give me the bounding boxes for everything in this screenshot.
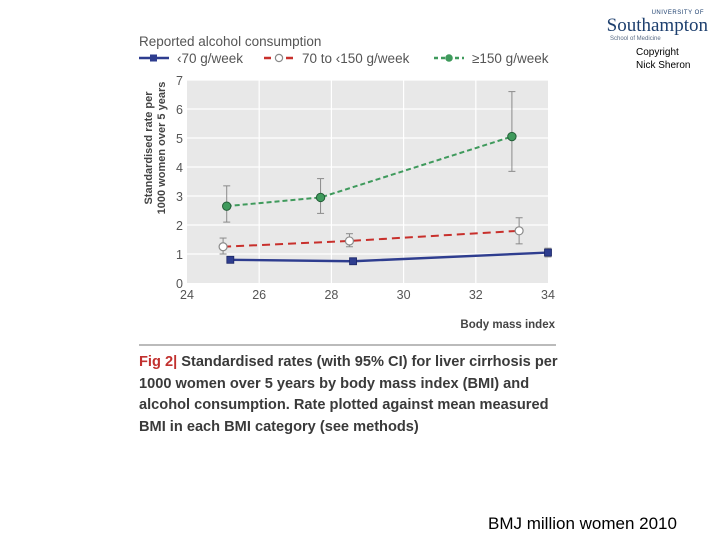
figure-caption: Fig 2| Standardised rates (with 95% CI) … [139,352,559,438]
copyright-line-1: Copyright [636,47,679,58]
logo-university-of: UNIVERSITY OF [651,10,704,16]
x-tick-label: 24 [180,288,194,302]
data-point [514,226,524,236]
y-tick-label: 3 [176,190,183,204]
source-note: BMJ million women 2010 [488,514,677,533]
data-point [222,201,232,211]
copyright-notice: Copyright Nick Sheron [636,46,690,72]
logo-name: Southampton [606,15,708,36]
y-tick-label: 0 [176,277,183,291]
y-axis-label-line-2: 1000 women over 5 years [156,82,168,215]
x-tick-label: 26 [252,288,266,302]
legend-label: ‹70 g/week [177,51,243,66]
x-tick-label: 28 [324,288,338,302]
chart-title: Reported alcohol consumption [139,34,321,49]
x-tick-label: 32 [469,288,483,302]
data-point [344,236,355,246]
y-tick-label: 5 [176,132,183,146]
logo-school: School of Medicine [610,36,661,42]
x-axis-label: Body mass index [460,319,555,331]
figure-label-separator: | [173,354,178,370]
x-tick-label: 30 [397,288,411,302]
legend-marker [274,53,284,63]
legend-label: 70 to ‹150 g/week [302,51,410,66]
y-tick-label: 2 [176,219,183,233]
data-point [218,242,228,252]
series-line [223,229,520,248]
y-axis-label-line-1: Standardised rate per [143,91,155,205]
copyright-line-2: Nick Sheron [636,60,691,71]
figure-label: Fig 2 [139,354,174,370]
legend: ‹70 g/week 70 to ‹150 g/week ≥150 g/week [139,51,549,66]
x-tick-label: 34 [541,288,555,302]
plot-background [187,80,548,283]
y-tick-label: 6 [176,103,183,117]
data-point [507,131,517,142]
data-point [315,192,326,203]
y-tick-label: 4 [176,161,183,175]
y-axis-label: Standardised rate per 1000 women over 5 … [143,82,168,215]
y-tick-label: 7 [176,74,183,88]
y-tick-label: 1 [176,248,183,262]
legend-marker [445,54,453,62]
data-point [544,248,552,257]
legend-marker [150,54,157,62]
series-line [226,135,513,208]
data-point [226,255,235,264]
legend-label: ≥150 g/week [472,51,549,66]
data-point [349,257,357,266]
caption-text: Standardised rates (with 95% CI) for liv… [139,354,558,435]
